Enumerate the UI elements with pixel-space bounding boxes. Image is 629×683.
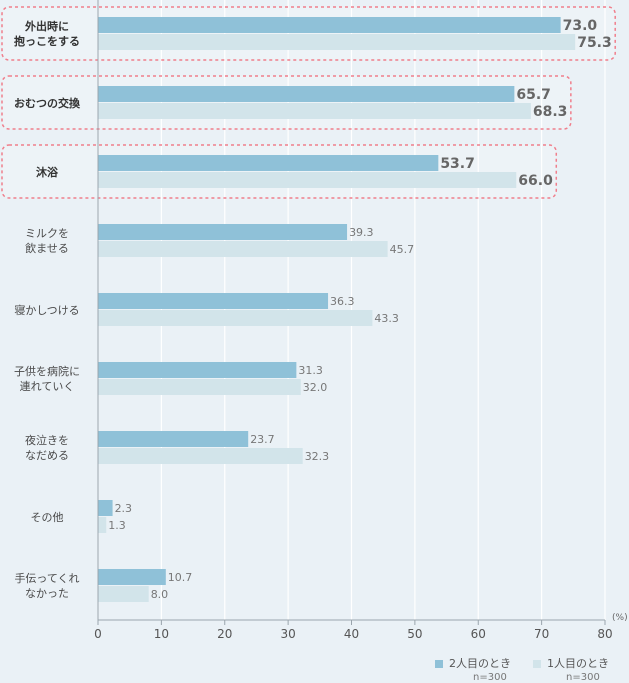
data-label: 1.3	[108, 519, 126, 532]
x-tick-label: 70	[534, 627, 549, 641]
bar	[98, 517, 107, 533]
x-axis-unit: (%)	[612, 613, 628, 623]
data-label: 53.7	[440, 156, 475, 172]
legend-swatch	[435, 660, 443, 668]
category-label: 手伝ってくれ なかった	[14, 572, 80, 600]
x-tick-label: 50	[407, 627, 422, 641]
category-label: その他	[30, 510, 64, 524]
data-label: 66.0	[518, 173, 553, 189]
category-label: ミルクを 飲ませる	[25, 227, 69, 255]
category-label: 寝かしつける	[14, 303, 80, 317]
category-label: 外出時に 抱っこをする	[14, 20, 80, 48]
x-tick-label: 30	[280, 627, 295, 641]
x-tick-label: 40	[344, 627, 359, 641]
bar	[98, 17, 561, 33]
x-tick-label: 80	[597, 627, 612, 641]
bar	[98, 431, 249, 447]
bar	[98, 224, 348, 240]
x-tick-label: 0	[94, 627, 102, 641]
data-label: 23.7	[250, 433, 274, 446]
data-label: 45.7	[390, 243, 415, 256]
data-label: 73.0	[563, 18, 598, 34]
bar	[98, 103, 531, 119]
category-label: 子供を病院に 連れていく	[14, 365, 80, 393]
legend-item-series-2: 2人目のとき n=300	[435, 655, 511, 683]
bar	[98, 34, 576, 50]
category-label: 夜泣きを なだめる	[25, 434, 69, 462]
data-label: 8.0	[151, 588, 169, 601]
x-tick-label: 20	[217, 627, 232, 641]
category-label: おむつの交換	[14, 96, 80, 110]
bar	[98, 379, 301, 395]
legend-n: n=300	[473, 672, 507, 683]
bar	[98, 155, 439, 171]
x-tick-label: 10	[154, 627, 169, 641]
bar	[98, 172, 517, 188]
data-label: 65.7	[516, 87, 551, 103]
bar	[98, 293, 329, 309]
legend-label: 2人目のとき	[449, 657, 511, 670]
legend-n: n=300	[566, 672, 600, 683]
data-label: 32.0	[303, 381, 328, 394]
data-label: 2.3	[115, 502, 133, 515]
bar	[98, 86, 515, 102]
x-tick-label: 60	[471, 627, 486, 641]
legend-swatch	[533, 660, 541, 668]
data-label: 68.3	[533, 104, 568, 120]
bar	[98, 241, 388, 257]
bar	[98, 310, 373, 326]
data-label: 75.3	[577, 35, 612, 51]
data-label: 32.3	[305, 450, 330, 463]
data-label: 43.3	[374, 312, 399, 325]
legend-item-series-1: 1人目のとき n=300	[533, 655, 609, 683]
category-label: 沐浴	[36, 165, 58, 179]
bar	[98, 586, 149, 602]
legend-label: 1人目のとき	[547, 657, 609, 670]
bar	[98, 362, 297, 378]
data-label: 31.3	[298, 364, 323, 377]
data-label: 10.7	[168, 571, 193, 584]
bar	[98, 569, 166, 585]
data-label: 36.3	[330, 295, 355, 308]
bar	[98, 500, 113, 516]
bar	[98, 448, 303, 464]
data-label: 39.3	[349, 226, 374, 239]
